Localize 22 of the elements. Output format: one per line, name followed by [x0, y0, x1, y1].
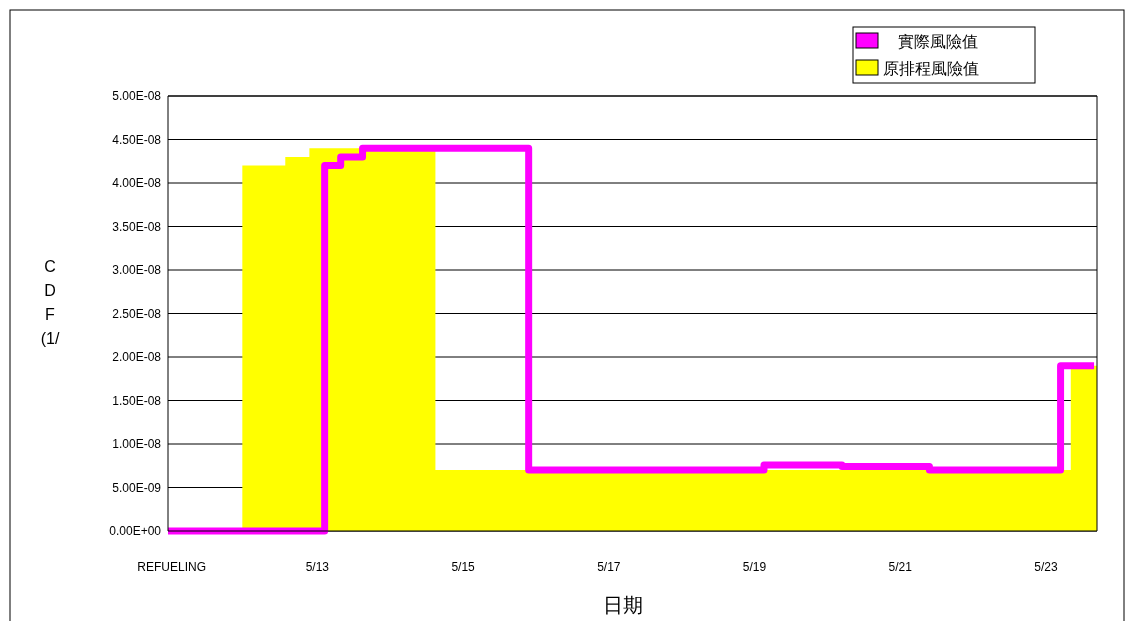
x-axis-title: 日期: [602, 594, 643, 616]
y-tick-label: 3.50E-08: [112, 219, 162, 234]
x-tick-label: 5/19: [742, 560, 767, 574]
legend-label: 原排程風險值: [883, 60, 979, 77]
y-tick-label: 2.00E-08: [112, 350, 162, 364]
y-tick-label: 0.00E+00: [109, 524, 162, 538]
y-tick-label: 5.00E-09: [112, 480, 162, 495]
y-tick-label: 2.50E-08: [112, 306, 162, 321]
x-tick-label: 5/13: [305, 560, 330, 574]
y-tick-label: 1.50E-08: [112, 393, 162, 408]
x-tick-label: 5/23: [1034, 560, 1058, 574]
y-tick-label: 3.00E-08: [112, 263, 162, 277]
y-tick-label: 4.50E-08: [112, 132, 162, 147]
y-tick-label: 5.00E-08: [112, 89, 162, 103]
y-axis-title: C D F (1/: [40, 258, 60, 347]
x-tick-label: 5/21: [888, 560, 913, 574]
x-tick-label: REFUELING: [137, 560, 206, 574]
y-tick-label: 4.00E-08: [112, 176, 162, 190]
x-tick-label: 5/17: [597, 560, 621, 574]
legend-label: 實際風險值: [898, 33, 978, 50]
y-tick-label: 1.00E-08: [112, 437, 162, 451]
x-tick-label: 5/15: [451, 560, 476, 574]
